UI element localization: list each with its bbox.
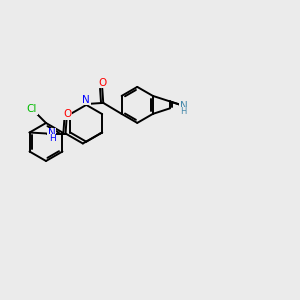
Text: N: N bbox=[48, 128, 56, 139]
Text: N: N bbox=[180, 101, 188, 111]
Text: N: N bbox=[82, 95, 90, 105]
Text: H: H bbox=[49, 134, 56, 143]
Text: O: O bbox=[98, 77, 106, 88]
Text: O: O bbox=[63, 109, 72, 119]
Text: H: H bbox=[181, 107, 187, 116]
Text: Cl: Cl bbox=[27, 104, 37, 114]
